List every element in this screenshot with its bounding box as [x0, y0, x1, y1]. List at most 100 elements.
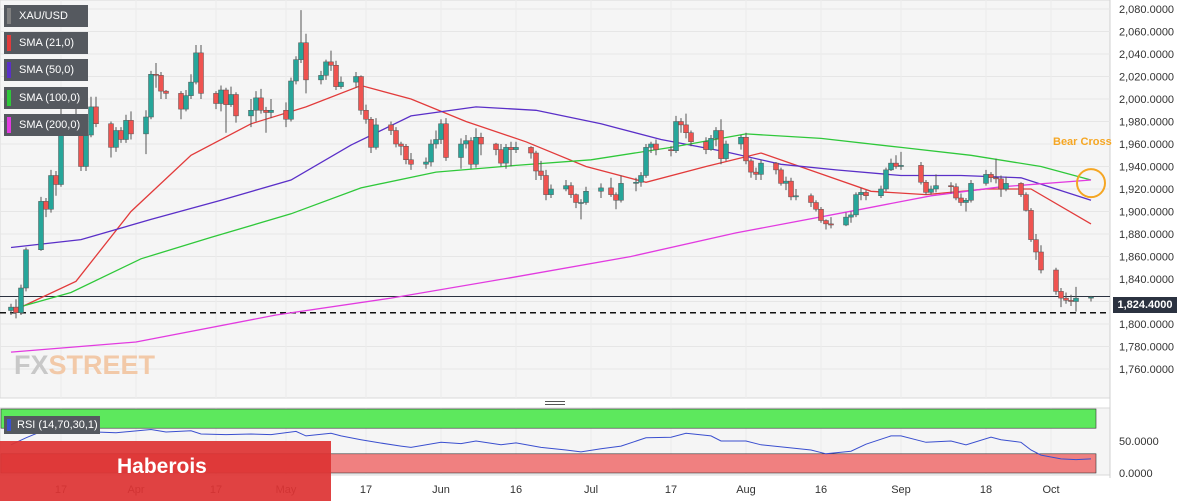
- candle-body: [1073, 297, 1079, 302]
- candle-body: [228, 94, 234, 105]
- legend-label-xauusd: XAU/USD: [19, 10, 68, 22]
- candle-body: [423, 161, 429, 165]
- candle-body: [573, 194, 579, 203]
- x-tick-label: Jul: [584, 484, 598, 496]
- candle-body: [1033, 239, 1039, 253]
- y-tick-label: 2,000.0000: [1119, 94, 1174, 106]
- candle-body: [703, 141, 709, 150]
- candle-body: [528, 147, 534, 154]
- rsi-line: [10, 426, 1092, 461]
- candle-body: [1058, 291, 1064, 299]
- candle-body: [863, 192, 869, 196]
- candle-body: [713, 130, 719, 139]
- candle-body: [708, 138, 714, 150]
- candle-body: [563, 185, 569, 190]
- y-tick-label: 1,860.0000: [1119, 252, 1174, 264]
- y-tick-label: 1,920.0000: [1119, 184, 1174, 196]
- legend-item-sma200[interactable]: SMA (200,0): [4, 114, 88, 136]
- candle-body: [403, 146, 409, 160]
- candle-body: [653, 143, 659, 150]
- candle-body: [933, 185, 939, 190]
- candle-body: [1028, 210, 1034, 240]
- candle-body: [38, 201, 44, 250]
- candle-body: [458, 143, 464, 158]
- x-tick-label: 16: [510, 484, 522, 496]
- candle-body: [13, 306, 19, 313]
- candle-body: [363, 110, 369, 120]
- legend-swatch-rsi: [7, 419, 11, 431]
- candle-body: [223, 89, 229, 105]
- candle-body: [683, 124, 689, 133]
- legend-label-rsi: RSI (14,70,30,1): [17, 419, 98, 431]
- candle-body: [618, 183, 624, 201]
- candle-body: [468, 140, 474, 165]
- legend-label-sma50: SMA (50,0): [19, 64, 75, 76]
- rsi-y-tick-label: 0.0000: [1119, 468, 1153, 480]
- candle-body: [638, 175, 644, 183]
- pane-resize-handle[interactable]: [545, 401, 565, 407]
- candle-body: [648, 143, 654, 148]
- candle-body: [268, 110, 274, 113]
- candle-body: [398, 143, 404, 147]
- candle-body: [748, 160, 754, 173]
- candle-body: [548, 188, 554, 195]
- candle-body: [818, 209, 824, 221]
- rsi-y-tick-label: 50.0000: [1119, 436, 1159, 448]
- y-tick-label: 1,940.0000: [1119, 162, 1174, 174]
- legend-swatch-xauusd: [7, 8, 11, 24]
- candle-body: [303, 42, 309, 81]
- candle-body: [143, 116, 149, 135]
- legend-item-sma100[interactable]: SMA (100,0): [4, 87, 88, 109]
- candle-body: [633, 182, 639, 184]
- candle-body: [808, 195, 814, 203]
- candles-group: [8, 10, 1094, 319]
- candle-body: [8, 306, 14, 311]
- candle-body: [283, 110, 289, 120]
- candle-body: [83, 134, 89, 167]
- candle-body: [1068, 300, 1074, 302]
- candle-body: [333, 65, 339, 87]
- candle-body: [998, 178, 1004, 190]
- haberois-banner-text: Haberois: [117, 455, 207, 478]
- legend-label-sma21: SMA (21,0): [19, 37, 75, 49]
- y-tick-label: 1,760.0000: [1119, 364, 1174, 376]
- candle-body: [1018, 183, 1024, 195]
- candle-body: [148, 74, 154, 118]
- candle-body: [743, 137, 749, 162]
- candle-body: [388, 124, 394, 131]
- candle-body: [463, 140, 469, 145]
- y-tick-label: 1,880.0000: [1119, 229, 1174, 241]
- candle-body: [48, 175, 54, 210]
- candle-body: [513, 147, 519, 150]
- candle-body: [188, 81, 194, 96]
- candle-body: [443, 123, 449, 158]
- candle-body: [783, 180, 789, 184]
- candle-body: [613, 194, 619, 201]
- candle-body: [1053, 269, 1059, 292]
- candle-body: [538, 170, 544, 176]
- candle-body: [918, 165, 924, 183]
- legend-item-rsi[interactable]: RSI (14,70,30,1): [4, 416, 100, 434]
- candle-body: [498, 149, 504, 164]
- series-line-sma-100-0-: [10, 133, 1092, 311]
- candle-body: [643, 147, 649, 176]
- legend-item-sma21[interactable]: SMA (21,0): [4, 32, 88, 54]
- candle-body: [773, 162, 779, 171]
- candle-body: [158, 75, 164, 92]
- legend-item-xauusd[interactable]: XAU/USD: [4, 5, 88, 27]
- series-line-sma-21-0-: [20, 84, 1092, 308]
- candle-body: [1038, 251, 1044, 271]
- candle-body: [1063, 297, 1069, 301]
- candle-body: [368, 119, 374, 148]
- candle-body: [478, 137, 484, 145]
- candle-body: [813, 202, 819, 210]
- candle-body: [1003, 183, 1009, 190]
- candle-body: [23, 249, 29, 289]
- legend-item-sma50[interactable]: SMA (50,0): [4, 59, 88, 81]
- candle-body: [668, 149, 674, 151]
- candle-body: [608, 187, 614, 195]
- x-tick-label: Sep: [891, 484, 911, 496]
- candle-body: [963, 200, 969, 203]
